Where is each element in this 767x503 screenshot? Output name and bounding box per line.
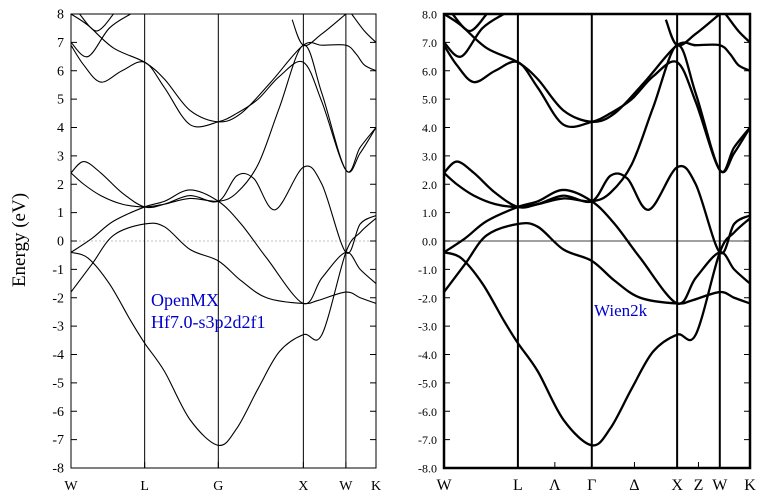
y-tick-label: -6 [52, 405, 64, 420]
y-tick-label: 1.0 [422, 206, 437, 220]
band-line [79, 14, 114, 32]
y-tick-label: -5.0 [418, 376, 437, 390]
y-tick-label: 6 [57, 64, 64, 79]
y-tick-label: -7 [52, 433, 64, 448]
y-tick-label: -3 [52, 320, 64, 335]
y-tick-label: -4.0 [418, 348, 437, 362]
y-tick-label: -8.0 [418, 462, 437, 476]
y-tick-label: -1.0 [418, 263, 437, 277]
y-tick-label: -1 [52, 263, 64, 278]
y-tick-label: -5 [52, 376, 64, 391]
y-tick-label: -2.0 [418, 291, 437, 305]
k-point-label: Δ [629, 477, 639, 494]
y-tick-label: 7.0 [422, 36, 437, 50]
y-tick-label: -2 [52, 291, 64, 306]
y-tick-label: -6.0 [418, 405, 437, 419]
y-tick-label: 5.0 [422, 93, 437, 107]
k-point-label: W [712, 477, 728, 494]
k-point-label: W [64, 479, 78, 494]
y-axis-label: Energy (eV) [9, 193, 30, 287]
band-line [444, 14, 505, 58]
panel-annotation: Wien2k [594, 301, 648, 320]
band-line [71, 44, 376, 208]
bands-group [71, 14, 376, 446]
y-tick-label: 7 [57, 36, 64, 51]
y-tick-label: -4 [52, 348, 64, 363]
bands-group [444, 14, 750, 447]
band-line [444, 217, 750, 447]
band-line [451, 14, 488, 33]
band-line [71, 44, 376, 173]
band-line [71, 217, 376, 446]
band-line [71, 14, 376, 123]
y-tick-label: 8.0 [422, 8, 437, 22]
y-tick-label: 4.0 [422, 121, 437, 135]
k-point-label: X [671, 477, 683, 494]
band-line [71, 189, 376, 305]
k-point-label: L [140, 479, 149, 494]
band-line [664, 14, 721, 47]
y-tick-label: 3 [57, 149, 64, 164]
y-tick-label: 2.0 [422, 178, 437, 192]
k-point-label: W [436, 477, 452, 494]
y-tick-label: 6.0 [422, 64, 437, 78]
band-line [71, 14, 131, 58]
band-line [444, 221, 750, 305]
y-tick-label: 1 [57, 206, 64, 221]
band-line [444, 44, 750, 174]
band-line [351, 14, 376, 43]
y-tick-label: -3.0 [418, 320, 437, 334]
y-tick-label: 0 [57, 235, 64, 250]
k-point-label: K [371, 479, 381, 494]
left-panel-openmx: -8 -7 -6 -5 -4 -3 -2 -1 0 1 2 3 4 5 6 7 8 W L G X W K OpenMXHf7… [52, 8, 381, 495]
k-point-label: K [744, 477, 756, 494]
band-line [71, 222, 376, 305]
k-point-label: X [298, 479, 308, 494]
right-panel-wien2k: -8.0 -7.0 -6.0 -5.0 -4.0 -3.0 -2.0 -1.0 0.0 1.0 2.… [418, 8, 756, 495]
y-tick-label: 0.0 [422, 235, 437, 249]
band-line [444, 14, 750, 124]
panel-annotation: OpenMX [151, 290, 219, 310]
y-tick-label: 2 [57, 178, 64, 193]
y-tick-label: -8 [52, 462, 64, 477]
k-point-label: W [339, 479, 353, 494]
k-point-label: G [213, 479, 223, 494]
y-tick-label: 8 [57, 8, 64, 23]
band-line [724, 14, 750, 44]
y-tick-label: 3.0 [422, 149, 437, 163]
y-tick-label: 4 [57, 121, 64, 136]
band-line [444, 160, 750, 255]
k-point-label: Λ [549, 477, 561, 494]
y-tick-label: 5 [57, 93, 64, 108]
y-tick-label: -7.0 [418, 433, 437, 447]
k-point-label: Z [694, 477, 704, 494]
k-point-label: L [513, 477, 523, 494]
k-point-label: Γ [587, 477, 596, 494]
band-line [444, 188, 750, 305]
panel-annotation: Hf7.0-s3p2d2f1 [151, 312, 266, 332]
band-line [71, 161, 376, 254]
band-line [291, 14, 347, 47]
